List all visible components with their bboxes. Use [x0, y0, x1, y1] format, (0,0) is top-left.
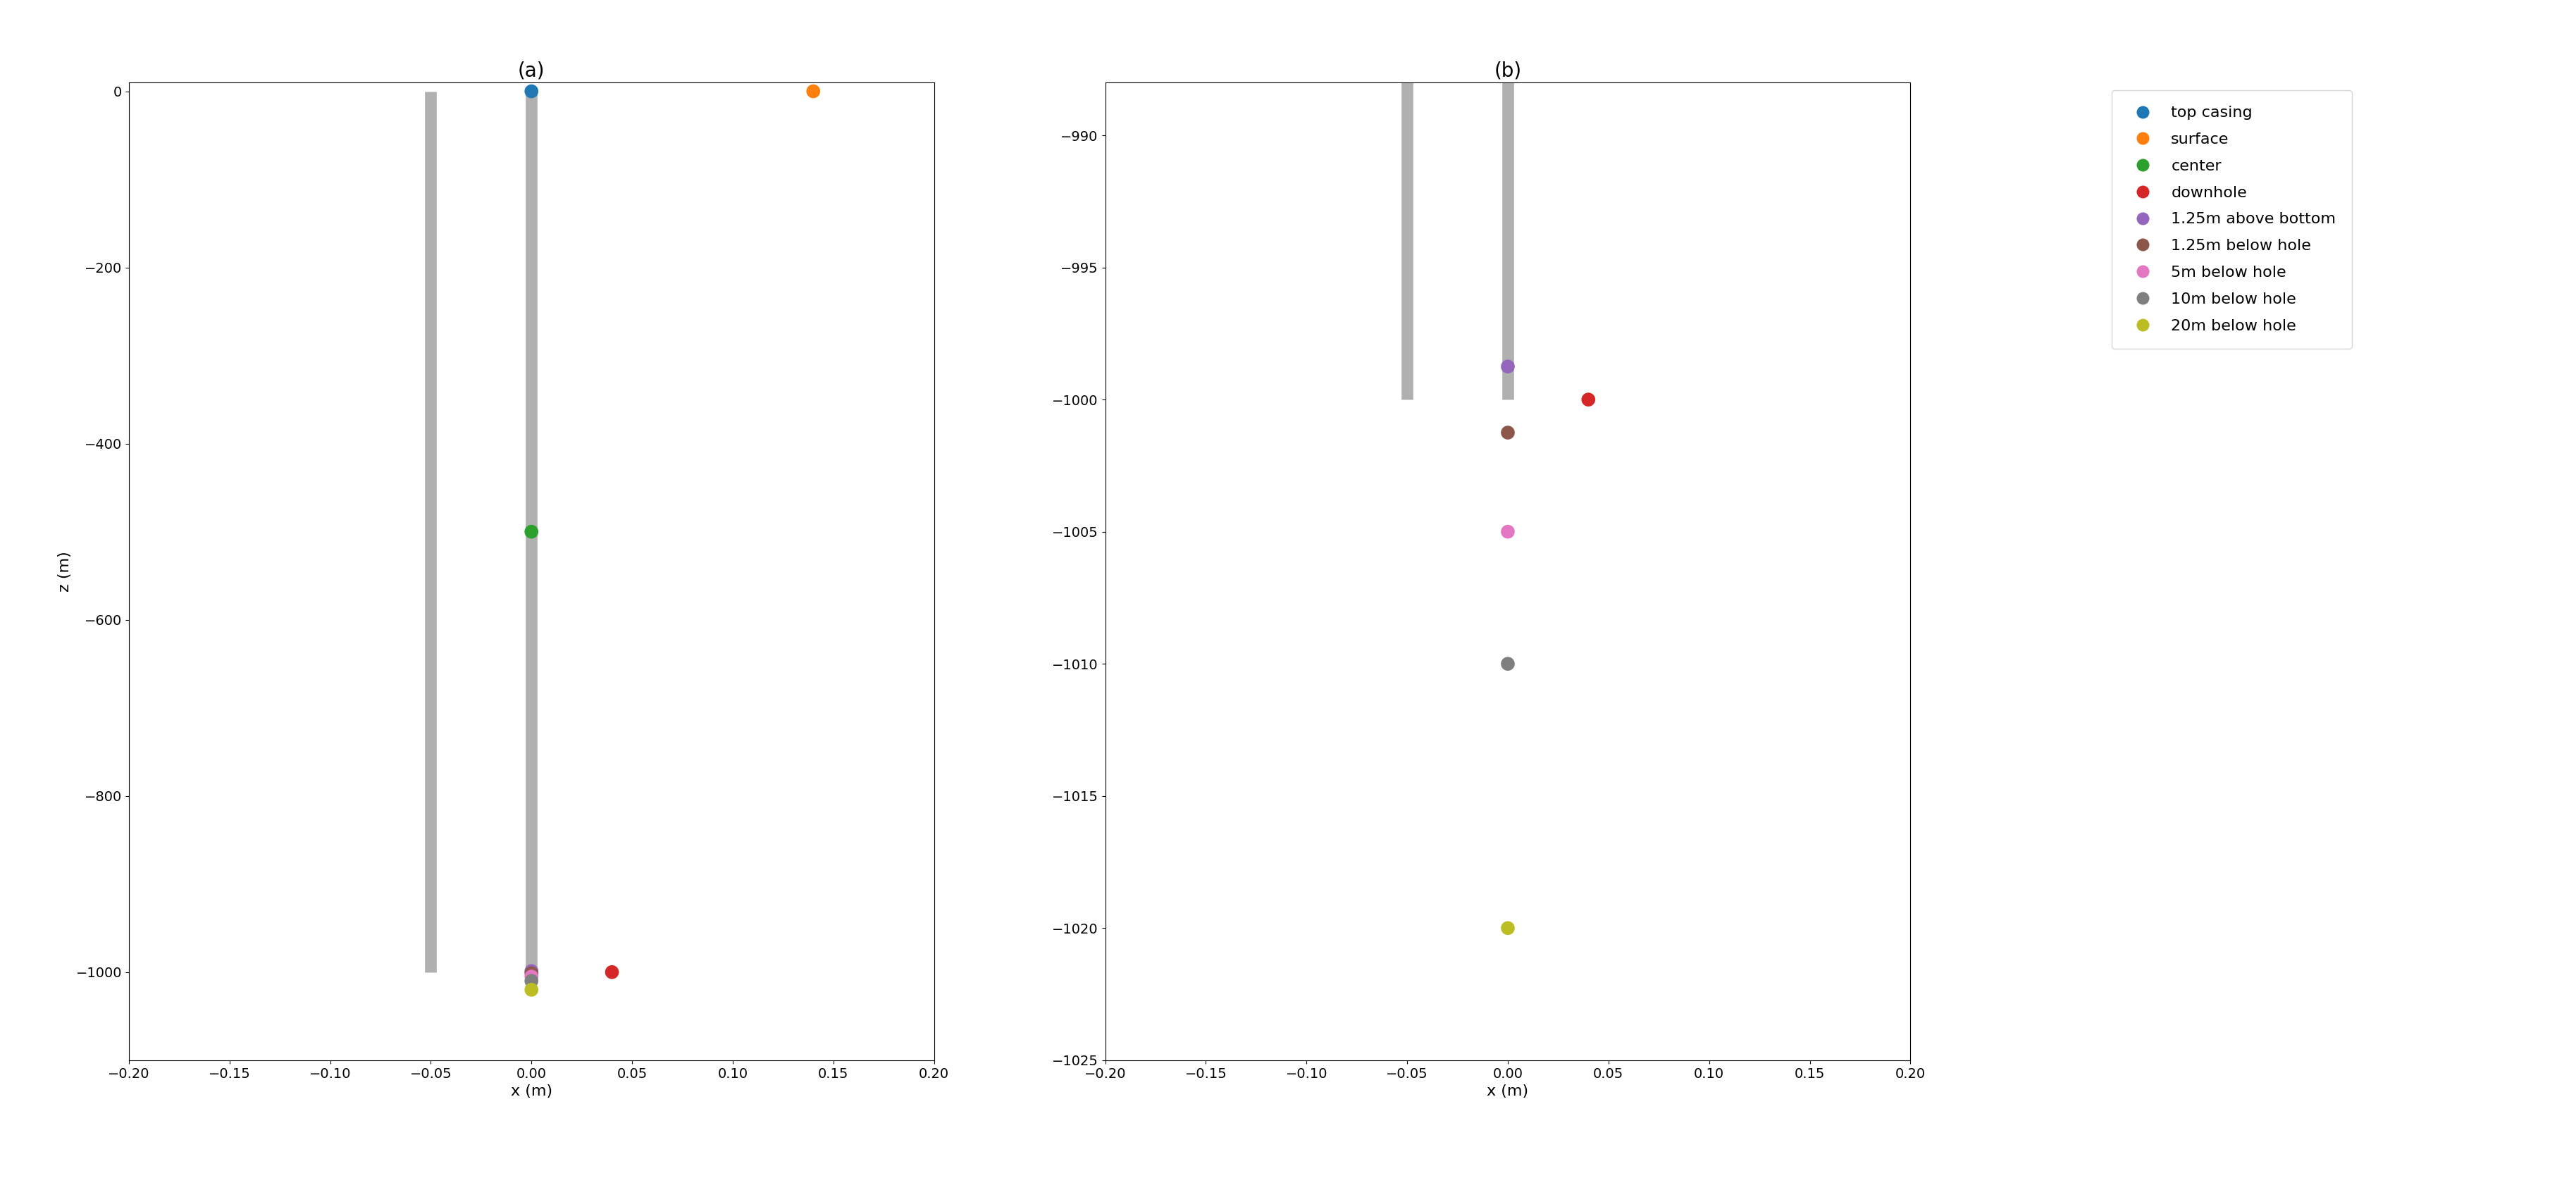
Point: [1486, 655, 1528, 674]
Point: [510, 972, 551, 991]
Point: [510, 522, 551, 541]
Title: (b): (b): [1494, 61, 1522, 81]
Y-axis label: z (m): z (m): [57, 551, 72, 591]
X-axis label: x (m): x (m): [510, 1085, 551, 1098]
Point: [1486, 357, 1528, 376]
Point: [510, 961, 551, 980]
Title: (a): (a): [518, 61, 546, 81]
Legend: top casing, surface, center, downhole, 1.25m above bottom, 1.25m below hole, 5m : top casing, surface, center, downhole, 1…: [2112, 91, 2352, 349]
Point: [1569, 390, 1610, 409]
Point: [1486, 423, 1528, 442]
Point: [1486, 919, 1528, 938]
Point: [592, 962, 634, 981]
Point: [793, 81, 835, 100]
Point: [510, 980, 551, 999]
X-axis label: x (m): x (m): [1486, 1085, 1528, 1098]
Point: [510, 967, 551, 986]
Point: [1486, 522, 1528, 541]
Point: [510, 81, 551, 100]
Point: [510, 964, 551, 982]
